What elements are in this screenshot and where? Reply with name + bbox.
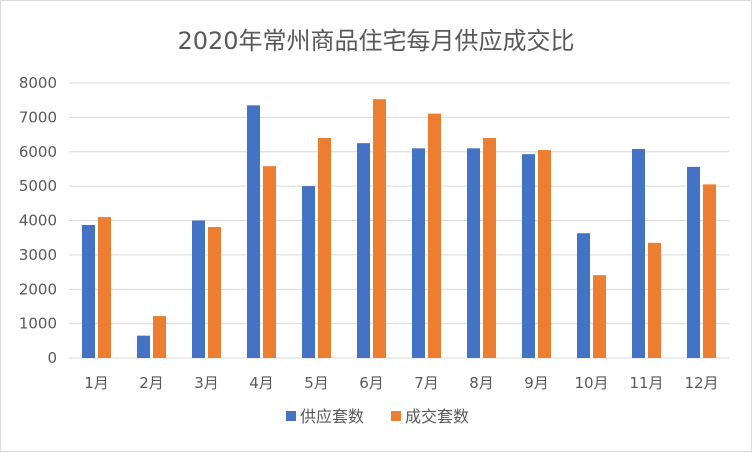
bar-series-1	[192, 220, 205, 358]
bars	[82, 99, 716, 358]
legend-label: 供应套数	[300, 407, 364, 426]
bar-series-1	[247, 105, 260, 358]
legend: 供应套数 成交套数	[286, 407, 469, 426]
y-tick-label: 6000	[19, 143, 57, 161]
bar-series-1	[467, 148, 480, 358]
bar-series-2	[373, 99, 386, 358]
legend-swatch	[391, 411, 401, 421]
bar-series-1	[412, 148, 425, 358]
bar-series-2	[593, 275, 606, 358]
y-tick-label: 4000	[19, 212, 57, 230]
x-tick-label: 4月	[249, 374, 274, 392]
y-tick-label: 7000	[19, 108, 57, 126]
x-axis-ticks: 1月 2月 3月 4月 5月 6月 7月 8月 9月 10月 11月 12月	[84, 374, 718, 392]
bar-series-2	[703, 184, 716, 358]
bar-series-2	[648, 242, 661, 358]
bar-series-2	[98, 217, 111, 358]
x-tick-label: 3月	[194, 374, 219, 392]
bar-series-2	[428, 113, 441, 358]
y-tick-label: 1000	[19, 315, 57, 333]
legend-label: 成交套数	[405, 407, 469, 426]
y-tick-label: 5000	[19, 177, 57, 195]
bar-series-1	[357, 143, 370, 358]
bar-series-1	[302, 186, 315, 358]
bar-series-1	[687, 166, 700, 358]
x-tick-label: 8月	[469, 374, 494, 392]
x-tick-label: 7月	[414, 374, 439, 392]
bar-series-2	[318, 138, 331, 358]
x-tick-label: 11月	[629, 374, 663, 392]
bar-series-2	[208, 227, 221, 358]
y-tick-label: 8000	[19, 74, 57, 92]
bar-series-1	[632, 149, 645, 358]
x-tick-label: 5月	[304, 374, 329, 392]
x-tick-label: 1月	[84, 374, 109, 392]
y-axis-ticks: 0 1000 2000 3000 4000 5000 6000 7000 8000	[19, 74, 57, 367]
bar-series-2	[153, 316, 166, 358]
bar-series-1	[577, 233, 590, 358]
bar-series-2	[263, 166, 276, 358]
legend-swatch	[286, 411, 296, 421]
chart-title: 2020年常州商品住宅每月供应成交比	[177, 27, 574, 55]
x-tick-label: 10月	[574, 374, 608, 392]
x-tick-label: 12月	[684, 374, 718, 392]
bar-series-2	[483, 138, 496, 358]
y-tick-label: 0	[47, 349, 57, 367]
x-tick-label: 9月	[524, 374, 549, 392]
bar-series-1	[137, 335, 150, 358]
x-tick-label: 6月	[359, 374, 384, 392]
y-tick-label: 3000	[19, 246, 57, 264]
x-tick-label: 2月	[139, 374, 164, 392]
bar-series-1	[82, 224, 95, 358]
gridlines	[69, 82, 729, 359]
bar-series-1	[522, 154, 535, 358]
y-tick-label: 2000	[19, 280, 57, 298]
bar-series-2	[538, 150, 551, 358]
